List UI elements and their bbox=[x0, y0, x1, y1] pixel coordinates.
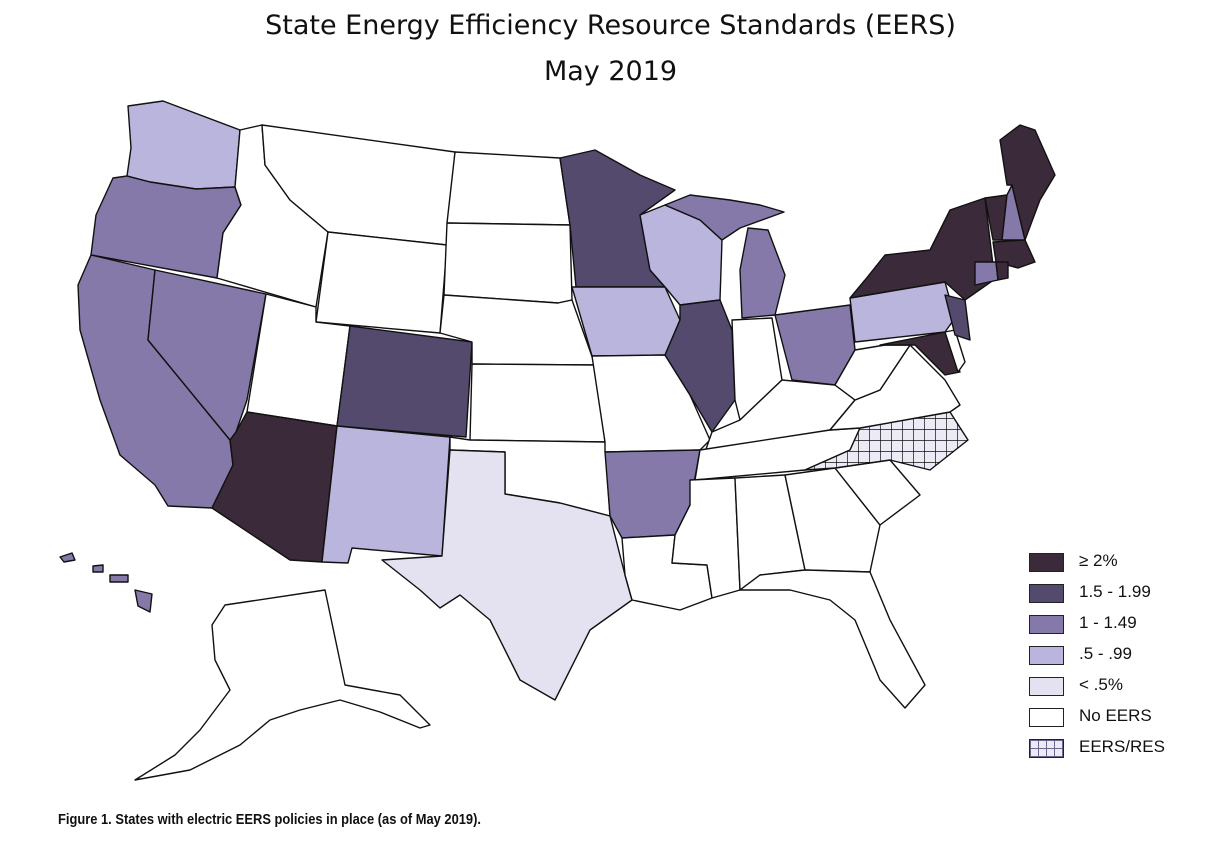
state-delaware bbox=[944, 329, 966, 373]
state-washington bbox=[126, 100, 241, 190]
legend-item: 1 - 1.49 bbox=[1029, 611, 1199, 642]
legend-label: .5 - .99 bbox=[1079, 644, 1132, 663]
legend-label: 1 - 1.49 bbox=[1079, 613, 1137, 632]
state-new-jersey bbox=[944, 294, 971, 341]
legend-label: 1.5 - 1.99 bbox=[1079, 582, 1151, 601]
legend-swatch bbox=[1029, 708, 1064, 727]
legend-swatch bbox=[1029, 553, 1064, 572]
state-north-dakota bbox=[446, 151, 571, 226]
state-new-mexico bbox=[321, 425, 451, 564]
state-alaska bbox=[134, 589, 431, 781]
state-texas bbox=[381, 449, 633, 701]
legend-item: 1.5 - 1.99 bbox=[1029, 580, 1199, 611]
legend: ≥ 2% 1.5 - 1.99 1 - 1.49 .5 - .99 < .5% No EE… bbox=[1029, 549, 1199, 766]
state-michigan bbox=[739, 227, 786, 319]
legend-item: < .5% bbox=[1029, 673, 1199, 704]
legend-swatch bbox=[1029, 615, 1064, 634]
legend-swatch bbox=[1029, 646, 1064, 665]
state-maryland bbox=[879, 331, 961, 376]
legend-swatch bbox=[1029, 584, 1064, 603]
legend-label: EERS/RES bbox=[1079, 737, 1165, 756]
legend-item: .5 - .99 bbox=[1029, 642, 1199, 673]
legend-swatch bbox=[1029, 739, 1064, 758]
legend-item: ≥ 2% bbox=[1029, 549, 1199, 580]
legend-label: ≥ 2% bbox=[1079, 551, 1118, 570]
state-rhode-island bbox=[995, 261, 1009, 281]
state-new-york bbox=[849, 197, 1006, 301]
state-connecticut bbox=[974, 261, 999, 286]
legend-swatch bbox=[1029, 677, 1064, 696]
state-wyoming bbox=[315, 231, 448, 334]
legend-label: No EERS bbox=[1079, 706, 1152, 725]
state-massachusetts bbox=[992, 239, 1036, 269]
legend-item: No EERS bbox=[1029, 704, 1199, 735]
state-colorado bbox=[336, 325, 473, 438]
state-florida bbox=[739, 569, 926, 709]
map-subtitle: May 2019 bbox=[543, 56, 678, 87]
state-hawaii-3 bbox=[109, 574, 129, 583]
state-maine bbox=[999, 124, 1056, 241]
legend-item: EERS/RES bbox=[1029, 735, 1199, 766]
state-kansas bbox=[469, 363, 606, 443]
state-north-carolina bbox=[804, 411, 969, 471]
state-south-dakota bbox=[443, 222, 573, 304]
legend-label: < .5% bbox=[1079, 675, 1123, 694]
state-hawaii-2 bbox=[92, 564, 104, 573]
state-hawaii-4 bbox=[134, 589, 153, 613]
map-title: State Energy Efficiency Resource Standar… bbox=[265, 10, 956, 41]
figure-caption: Figure 1. States with electric EERS poli… bbox=[58, 811, 481, 828]
state-michigan-up bbox=[664, 194, 785, 241]
state-hawaii-1 bbox=[59, 552, 76, 563]
